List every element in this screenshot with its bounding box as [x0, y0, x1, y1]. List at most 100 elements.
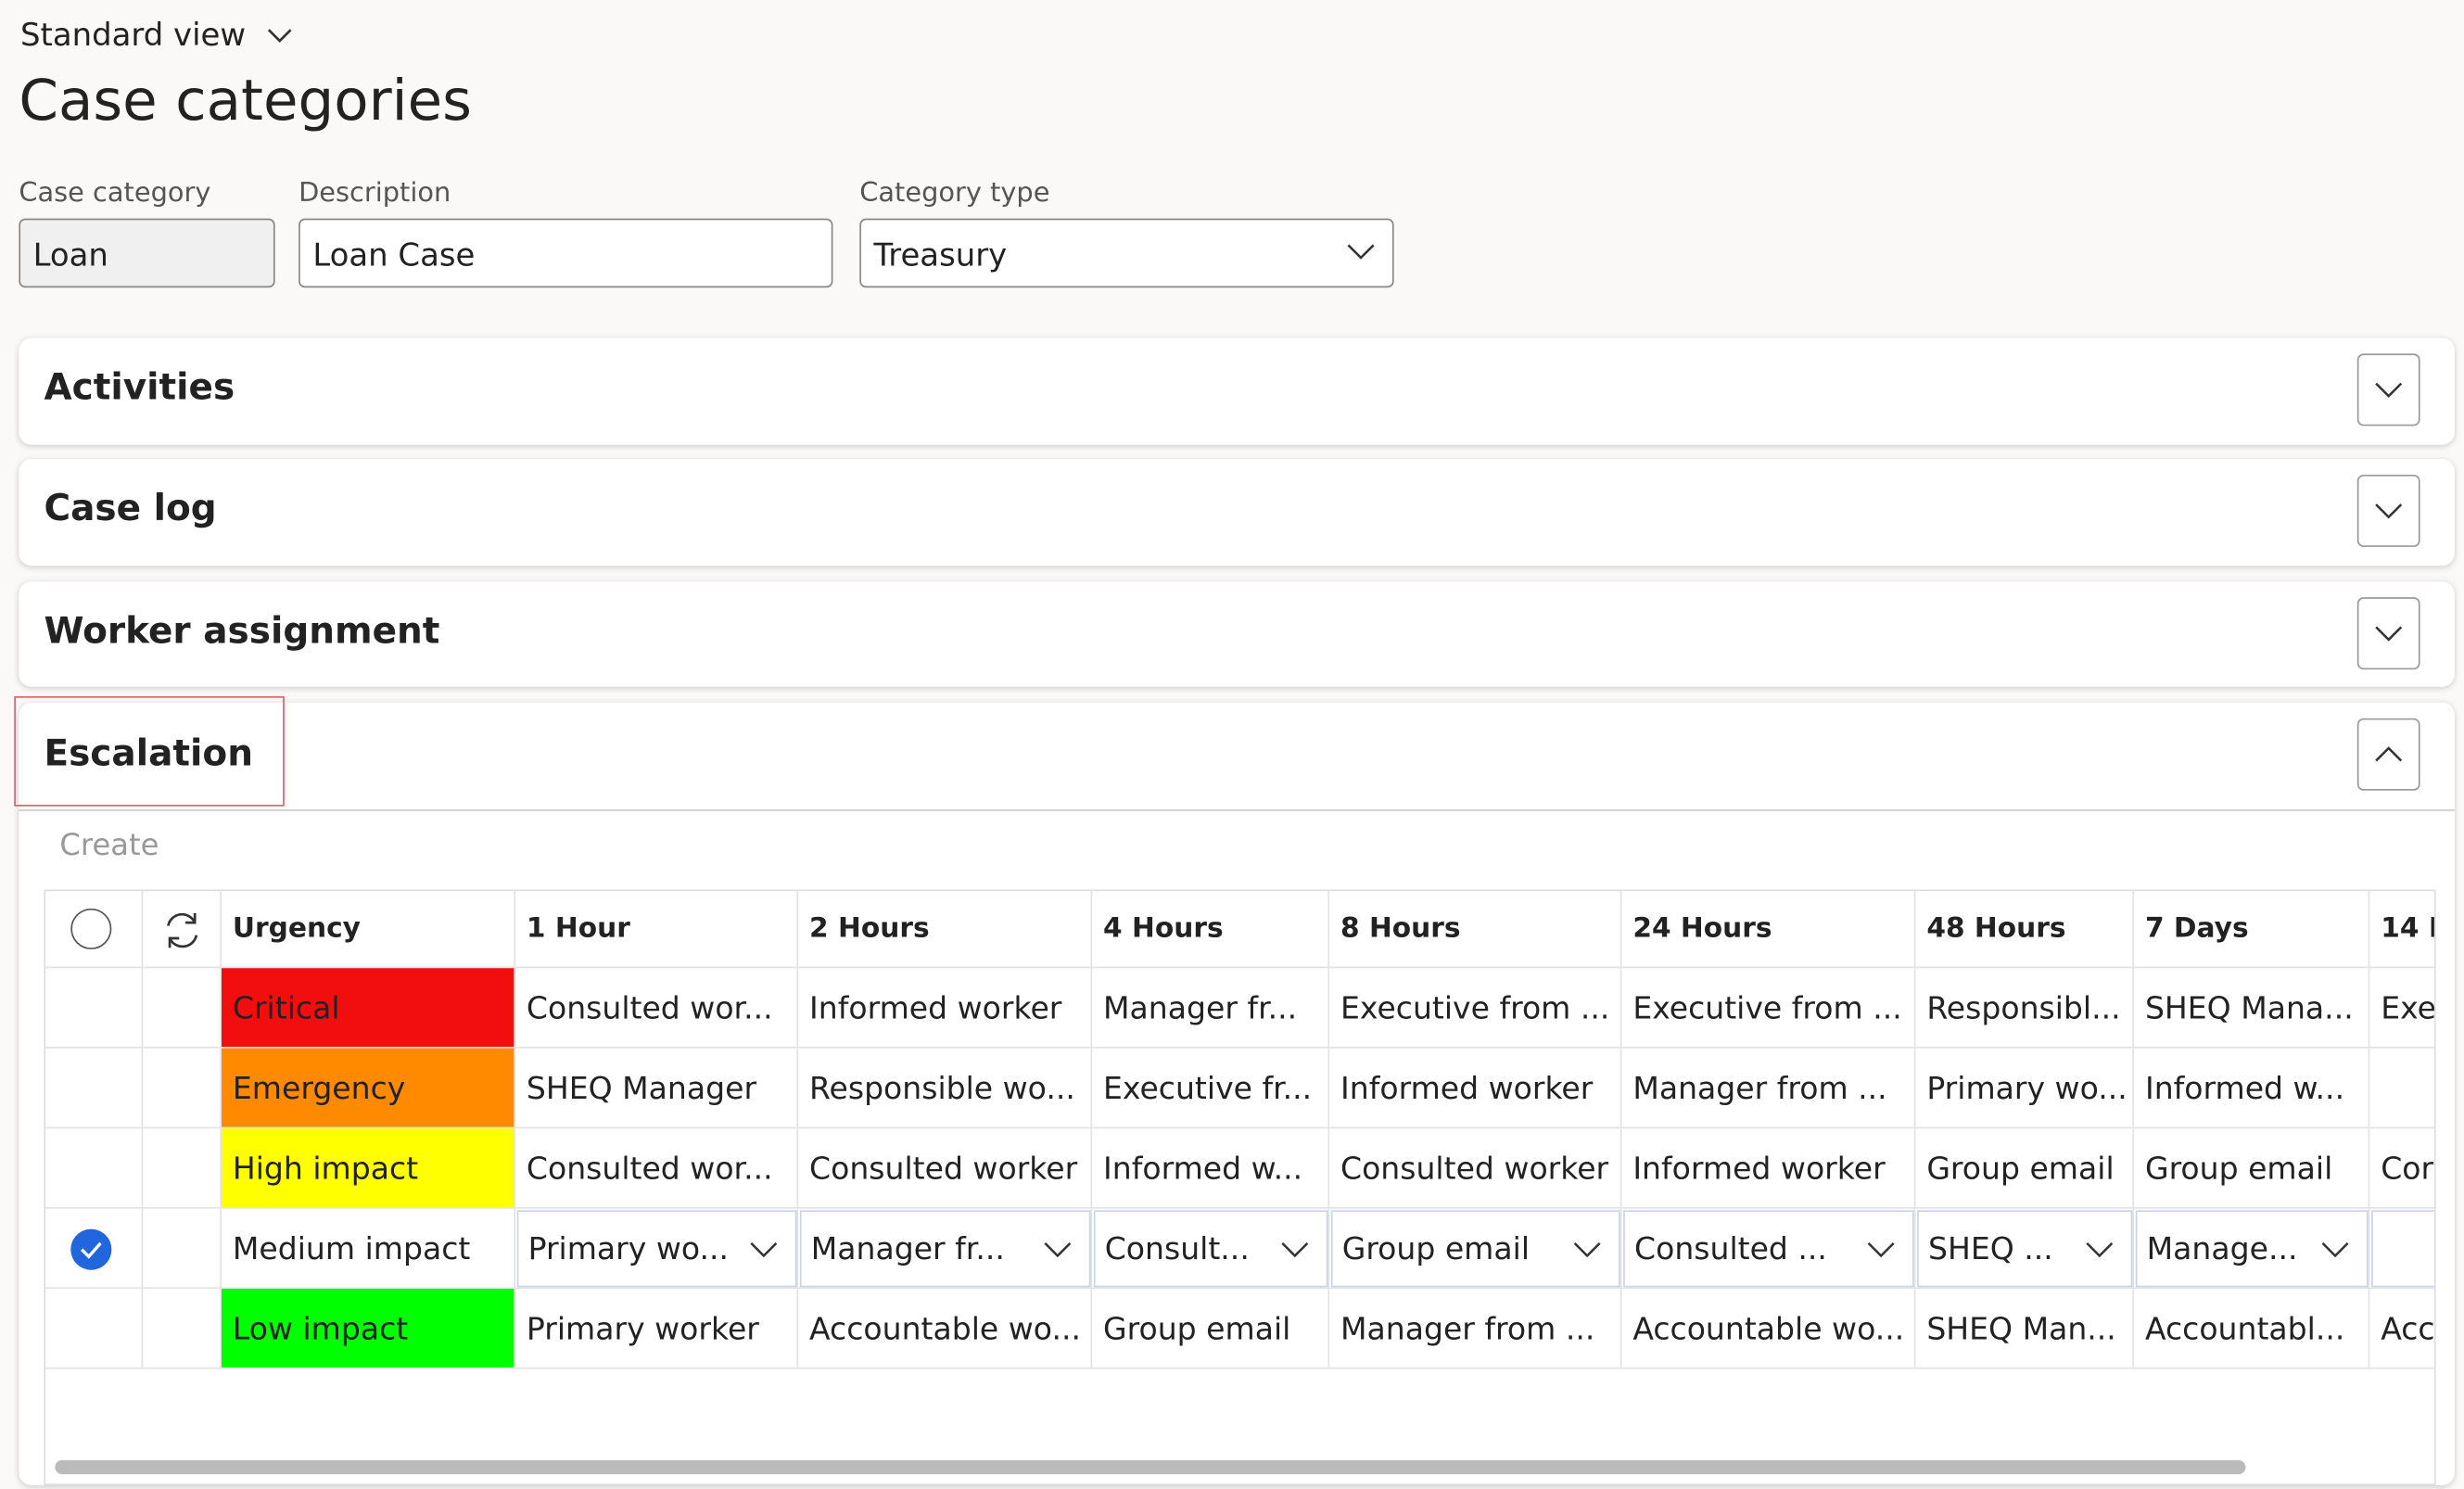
dropdown[interactable]: Manager fr... — [799, 1210, 1091, 1288]
dropdown[interactable]: Primary wo... — [516, 1210, 797, 1288]
dropdown-value: Primary wo... — [527, 1230, 730, 1267]
column-header[interactable]: 2 Hours — [798, 891, 1093, 969]
chevron-icon — [2375, 382, 2403, 398]
row-cell — [143, 1208, 222, 1290]
row-cell — [2134, 1208, 2370, 1290]
row-cell — [1329, 1208, 1622, 1290]
view-selector[interactable]: Standard view — [20, 16, 294, 54]
grid-cell[interactable]: Consulted worker — [798, 1128, 1093, 1209]
column-header[interactable]: 1 Hour — [515, 891, 799, 969]
dropdown[interactable]: SHEQ ... — [1917, 1210, 2133, 1288]
section-title[interactable]: Escalation — [44, 733, 253, 775]
grid-cell[interactable]: Responsibl... — [1915, 968, 2135, 1049]
row-cell — [143, 1289, 222, 1369]
grid-cell[interactable]: Primary wo... — [1915, 1048, 2135, 1129]
row-cell — [1621, 1208, 1916, 1290]
grid-cell[interactable]: Responsible wo... — [798, 1048, 1093, 1129]
grid-cell[interactable]: Cor — [2369, 1128, 2434, 1209]
urgency-cell[interactable]: Low impact — [222, 1289, 516, 1369]
grid-cell[interactable]: Group email — [2134, 1128, 2370, 1209]
chevron-icon — [1347, 244, 1375, 260]
column-header[interactable]: 7 Days — [2134, 891, 2370, 969]
dropdown[interactable]: Consulted ... — [1623, 1210, 1914, 1288]
grid-cell[interactable]: SHEQ Mana... — [2134, 968, 2370, 1049]
dropdown[interactable]: Manage... — [2135, 1210, 2369, 1288]
expand-button[interactable] — [2356, 597, 2420, 670]
column-header[interactable]: 14 I — [2369, 891, 2434, 969]
grid-cell[interactable]: Informed w... — [2134, 1048, 2370, 1129]
grid-cell[interactable]: Accountabl... — [2134, 1289, 2370, 1369]
row-cell — [1092, 1208, 1330, 1290]
scrollbar[interactable] — [55, 1459, 2246, 1475]
field-input[interactable]: Loan — [19, 218, 275, 288]
chevron-icon — [2086, 1242, 2114, 1258]
grid-cell[interactable]: Executive from ... — [1621, 968, 1916, 1049]
dropdown-value: Manager fr... — [810, 1230, 1005, 1267]
field-label: Description — [298, 177, 451, 210]
field-input[interactable]: Loan Case — [298, 218, 833, 288]
row-cell — [515, 1208, 799, 1290]
section-title[interactable]: Worker assignment — [44, 611, 440, 653]
expand-button[interactable] — [2356, 353, 2420, 426]
chevron-icon — [1044, 1242, 1072, 1258]
grid-cell[interactable]: Manager from ... — [1329, 1289, 1622, 1369]
grid-cell[interactable]: Informed worker — [1621, 1128, 1916, 1209]
grid-cell[interactable]: Informed worker — [1329, 1048, 1622, 1129]
dropdown[interactable] — [2371, 1210, 2434, 1288]
grid-cell[interactable]: Accountable wo... — [798, 1289, 1093, 1369]
section-card: Escalation Create Urgency 1 Hour 2 Hours 4 Ho… — [19, 702, 2455, 1485]
grid-cell[interactable]: Acc — [2369, 1289, 2434, 1369]
chevron-icon — [1573, 1242, 1601, 1258]
grid-cell[interactable]: Executive from ... — [1329, 968, 1622, 1049]
grid-cell[interactable]: Consulted worker — [1329, 1128, 1622, 1209]
section-card: Activities — [19, 337, 2455, 445]
grid-cell[interactable]: Primary worker — [515, 1289, 799, 1369]
select-all[interactable] — [70, 908, 112, 949]
check-icon — [80, 1241, 102, 1259]
row-select-cell — [45, 968, 144, 1049]
column-header[interactable]: 48 Hours — [1915, 891, 2135, 969]
grid-cell[interactable]: SHEQ Manager — [515, 1048, 799, 1129]
row-checkbox[interactable] — [70, 1228, 112, 1270]
row-select-cell — [45, 1128, 144, 1209]
urgency-cell[interactable]: Critical — [222, 968, 516, 1049]
dropdown-value: Consult... — [1104, 1230, 1250, 1267]
grid-cell[interactable]: Informed worker — [798, 968, 1093, 1049]
urgency-cell[interactable]: Emergency — [222, 1048, 516, 1129]
column-header[interactable]: 8 Hours — [1329, 891, 1622, 969]
refresh-icon[interactable] — [160, 909, 204, 952]
section-title[interactable]: Activities — [44, 367, 235, 409]
row-select-cell — [45, 1289, 144, 1369]
grid-cell[interactable]: Group email — [1915, 1128, 2135, 1209]
grid-cell[interactable]: Consulted wor... — [515, 1128, 799, 1209]
grid-cell[interactable]: Executive fr... — [1092, 1048, 1330, 1129]
grid-cell[interactable]: Exe — [2369, 968, 2434, 1049]
row-cell — [143, 1128, 222, 1209]
chevron-icon — [2375, 626, 2403, 642]
section-title[interactable]: Case log — [44, 489, 217, 530]
field-input[interactable]: Treasury — [859, 218, 1394, 288]
grid-cell[interactable]: Manager fr... — [1092, 968, 1330, 1049]
create-button[interactable]: Create — [59, 828, 159, 863]
grid-cell[interactable]: Accountable wo... — [1621, 1289, 1916, 1369]
grid-cell[interactable]: Informed w... — [1092, 1128, 1330, 1209]
view-selector-text[interactable]: Standard view — [20, 15, 247, 54]
row-select-cell — [45, 1048, 144, 1129]
column-header[interactable]: Urgency — [222, 891, 516, 969]
row-cell — [798, 1208, 1093, 1290]
expand-button[interactable] — [2356, 718, 2420, 791]
chevron-icon — [750, 1242, 778, 1258]
urgency-cell[interactable]: High impact — [222, 1128, 516, 1209]
column-header[interactable]: 4 Hours — [1092, 891, 1330, 969]
grid-cell[interactable]: Manager from ... — [1621, 1048, 1916, 1129]
column-header[interactable]: 24 Hours — [1621, 891, 1916, 969]
dropdown[interactable]: Group email — [1330, 1210, 1620, 1288]
expand-button[interactable] — [2356, 474, 2420, 547]
grid-cell[interactable]: Group email — [1092, 1289, 1330, 1369]
dropdown-value: Consulted ... — [1634, 1230, 1827, 1267]
grid-cell[interactable]: SHEQ Man... — [1915, 1289, 2135, 1369]
urgency-cell[interactable]: Medium impact — [222, 1208, 516, 1290]
grid-cell[interactable]: Consulted wor... — [515, 968, 799, 1049]
dropdown[interactable]: Consult... — [1093, 1210, 1328, 1288]
